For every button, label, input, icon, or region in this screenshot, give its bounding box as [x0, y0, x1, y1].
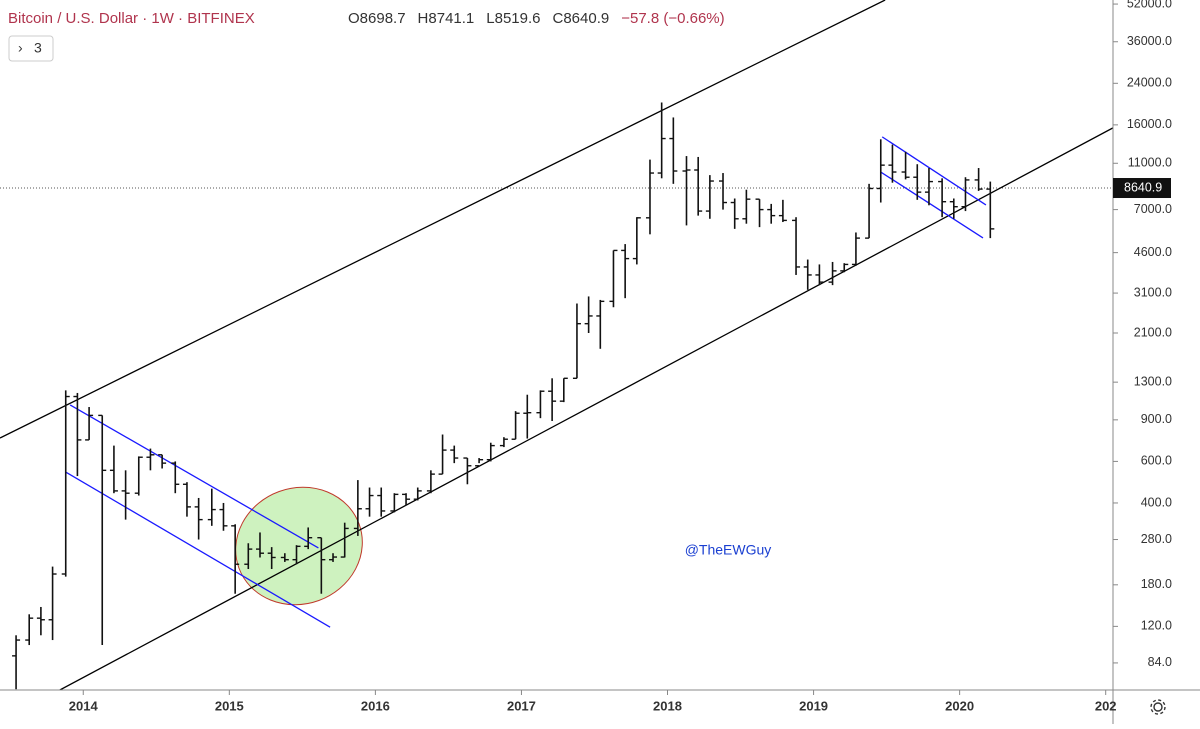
- y-tick-label: 36000.0: [1127, 34, 1172, 48]
- header-value: C8640.9: [553, 10, 610, 27]
- y-tick-label: 11000.0: [1128, 156, 1172, 170]
- y-tick-label: 52000.0: [1127, 0, 1172, 10]
- y-tick-label: 1300.0: [1134, 374, 1172, 388]
- y-tick-label: 180.0: [1141, 577, 1172, 591]
- y-tick-label: 3100.0: [1134, 285, 1172, 299]
- y-tick-label: 900.0: [1141, 412, 1172, 426]
- y-tick-label: 280.0: [1141, 532, 1172, 546]
- indicator-count: 3: [34, 40, 42, 56]
- y-tick-label: 2100.0: [1134, 325, 1172, 339]
- trend-line: [59, 127, 1113, 690]
- y-tick-label: 7000.0: [1134, 202, 1172, 216]
- trend-line: [69, 404, 319, 549]
- x-tick-label: 2014: [69, 698, 99, 713]
- y-tick-label: 24000.0: [1127, 76, 1172, 90]
- y-tick-label: 16000.0: [1127, 117, 1172, 131]
- y-tick-label: 120.0: [1141, 619, 1172, 633]
- x-tick-label: 202: [1095, 698, 1117, 713]
- chart-title: Bitcoin / U.S. Dollar · 1W · BITFINEX: [8, 10, 255, 27]
- y-tick-label: 400.0: [1141, 495, 1172, 509]
- last-price-box: [1113, 178, 1171, 199]
- x-tick-label: 2015: [215, 698, 244, 713]
- header-value: −57.8 (−0.66%): [621, 10, 724, 27]
- x-tick-label: 2018: [653, 698, 682, 713]
- y-tick-label: 84.0: [1148, 655, 1172, 669]
- x-tick-label: 2020: [945, 698, 974, 713]
- watermark: @TheEWGuy: [685, 542, 772, 558]
- settings-icon[interactable]: [1150, 699, 1166, 715]
- x-tick-label: 2016: [361, 698, 390, 713]
- trend-line: [65, 471, 331, 628]
- x-tick-label: 2019: [799, 698, 828, 713]
- trend-line: [880, 171, 984, 239]
- y-tick-label: 4600.0: [1134, 245, 1172, 259]
- header-value: L8519.6: [486, 10, 540, 27]
- trend-line: [881, 136, 987, 206]
- header-value: H8741.1: [418, 10, 475, 27]
- last-price-label: 8640.9: [1124, 180, 1162, 194]
- toggle-chevron: ›: [18, 40, 23, 56]
- x-tick-label: 2017: [507, 698, 536, 713]
- header-values: O8698.7 H8741.1 L8519.6 C8640.9 −57.8 (−0.66…: [348, 10, 725, 27]
- header-value: O8698.7: [348, 10, 406, 27]
- plot-area: [0, 0, 1113, 690]
- y-tick-label: 600.0: [1141, 454, 1172, 468]
- indicator-toggle[interactable]: [8, 35, 54, 62]
- trend-line: [0, 0, 886, 439]
